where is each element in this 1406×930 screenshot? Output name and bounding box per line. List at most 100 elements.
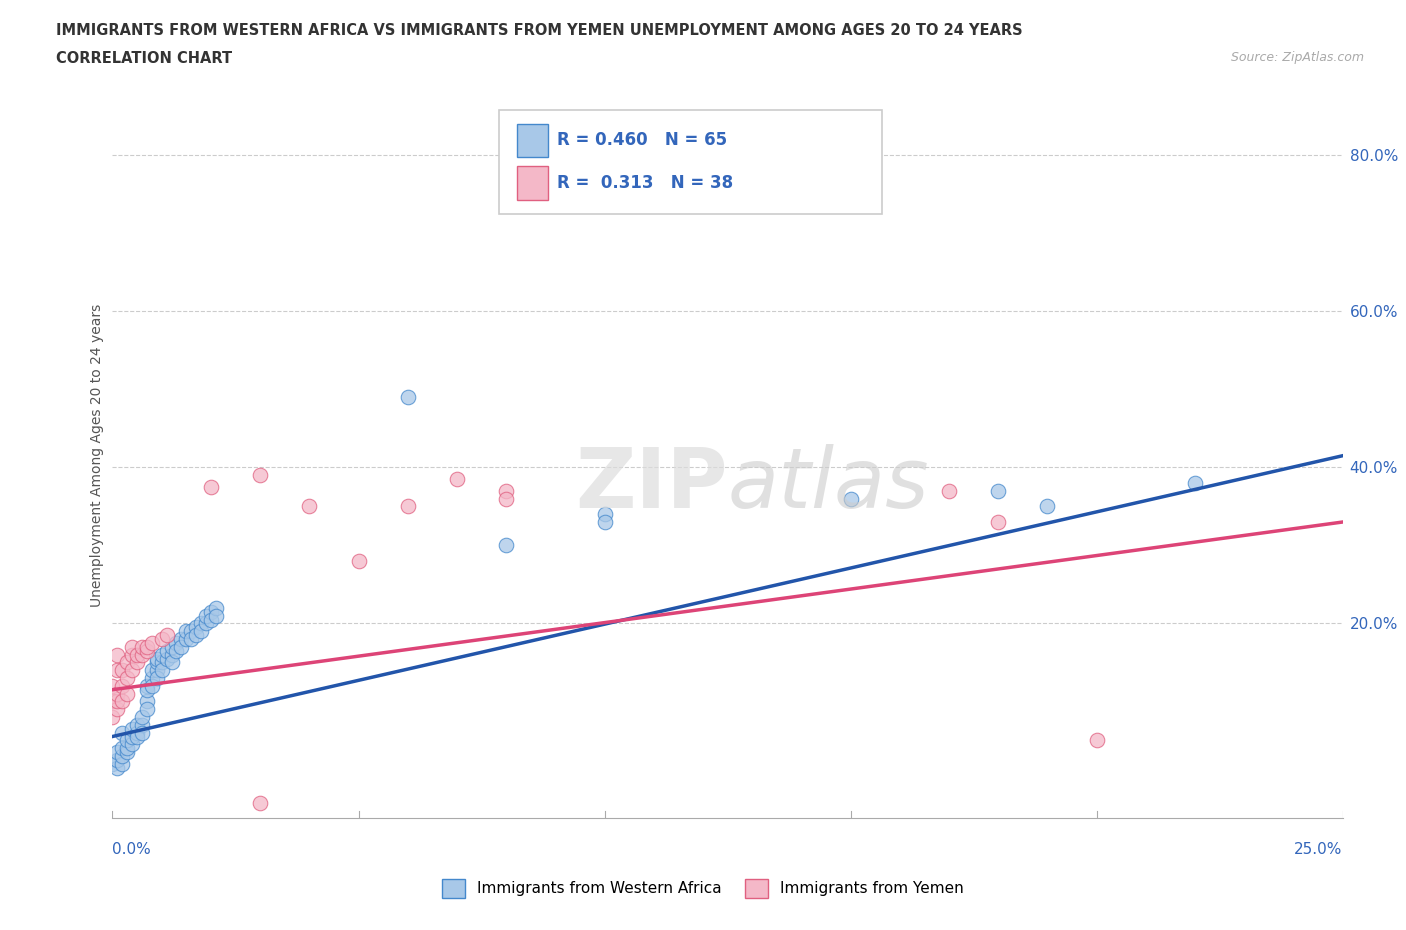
- Point: [117, 655, 138, 670]
- Point: [101, 756, 124, 771]
- Point: [155, 644, 177, 658]
- Point: [249, 795, 271, 810]
- Point: [194, 608, 217, 623]
- Point: [200, 480, 222, 495]
- Point: [495, 538, 517, 552]
- Point: [150, 647, 173, 662]
- Point: [190, 616, 212, 631]
- Point: [141, 635, 163, 650]
- Point: [127, 725, 149, 740]
- Point: [101, 694, 124, 709]
- Point: [136, 694, 159, 709]
- Legend: Immigrants from Western Africa, Immigrants from Yemen: Immigrants from Western Africa, Immigran…: [436, 873, 970, 904]
- Point: [101, 710, 124, 724]
- Point: [190, 624, 212, 639]
- Point: [131, 717, 153, 732]
- Point: [150, 631, 173, 646]
- Text: CORRELATION CHART: CORRELATION CHART: [56, 51, 232, 66]
- Point: [121, 722, 143, 737]
- Point: [174, 624, 197, 639]
- Point: [839, 491, 862, 506]
- Point: [495, 491, 517, 506]
- Point: [205, 608, 228, 623]
- Point: [180, 631, 202, 646]
- Text: IMMIGRANTS FROM WESTERN AFRICA VS IMMIGRANTS FROM YEMEN UNEMPLOYMENT AMONG AGES : IMMIGRANTS FROM WESTERN AFRICA VS IMMIGR…: [56, 23, 1024, 38]
- Point: [107, 694, 129, 709]
- Point: [107, 686, 129, 701]
- Point: [155, 651, 177, 666]
- Point: [121, 639, 143, 654]
- Point: [107, 702, 129, 717]
- Point: [180, 624, 202, 639]
- Point: [200, 612, 222, 627]
- Point: [160, 655, 183, 670]
- Point: [347, 553, 370, 568]
- Point: [117, 686, 138, 701]
- Point: [146, 655, 169, 670]
- Text: atlas: atlas: [728, 445, 929, 525]
- Point: [111, 694, 134, 709]
- Point: [107, 647, 129, 662]
- Point: [166, 644, 188, 658]
- Point: [194, 616, 217, 631]
- Point: [141, 671, 163, 685]
- Point: [131, 647, 153, 662]
- Point: [111, 749, 134, 764]
- Text: Source: ZipAtlas.com: Source: ZipAtlas.com: [1230, 51, 1364, 64]
- Point: [987, 484, 1010, 498]
- Point: [111, 741, 134, 756]
- Point: [200, 604, 222, 619]
- Point: [298, 499, 321, 514]
- Point: [174, 631, 197, 646]
- Point: [186, 628, 208, 643]
- Point: [136, 702, 159, 717]
- Point: [446, 472, 468, 486]
- Point: [111, 678, 134, 693]
- Point: [170, 631, 193, 646]
- Point: [127, 717, 149, 732]
- Text: R =  0.313   N = 38: R = 0.313 N = 38: [557, 174, 733, 192]
- Text: 25.0%: 25.0%: [1295, 842, 1343, 857]
- Point: [146, 663, 169, 678]
- Text: R = 0.460   N = 65: R = 0.460 N = 65: [557, 131, 727, 150]
- Point: [205, 601, 228, 616]
- Point: [495, 484, 517, 498]
- Point: [131, 710, 153, 724]
- Point: [1036, 499, 1059, 514]
- Point: [166, 635, 188, 650]
- Y-axis label: Unemployment Among Ages 20 to 24 years: Unemployment Among Ages 20 to 24 years: [90, 304, 104, 607]
- Point: [127, 729, 149, 744]
- Point: [136, 644, 159, 658]
- Point: [111, 725, 134, 740]
- Point: [593, 507, 616, 522]
- Point: [107, 752, 129, 767]
- Point: [160, 639, 183, 654]
- Point: [160, 647, 183, 662]
- Point: [117, 671, 138, 685]
- Point: [186, 620, 208, 635]
- Point: [121, 647, 143, 662]
- Point: [170, 639, 193, 654]
- Point: [121, 729, 143, 744]
- Point: [131, 725, 153, 740]
- Point: [136, 678, 159, 693]
- Point: [249, 468, 271, 483]
- Point: [1184, 475, 1206, 490]
- Point: [111, 756, 134, 771]
- Point: [111, 663, 134, 678]
- Point: [150, 655, 173, 670]
- Point: [141, 678, 163, 693]
- Point: [146, 651, 169, 666]
- Point: [117, 733, 138, 748]
- Point: [131, 639, 153, 654]
- Point: [107, 663, 129, 678]
- Point: [127, 647, 149, 662]
- Point: [396, 390, 419, 405]
- Point: [987, 514, 1010, 529]
- Point: [593, 514, 616, 529]
- Point: [107, 745, 129, 760]
- Point: [1085, 733, 1108, 748]
- Point: [136, 683, 159, 698]
- Point: [117, 745, 138, 760]
- Point: [396, 499, 419, 514]
